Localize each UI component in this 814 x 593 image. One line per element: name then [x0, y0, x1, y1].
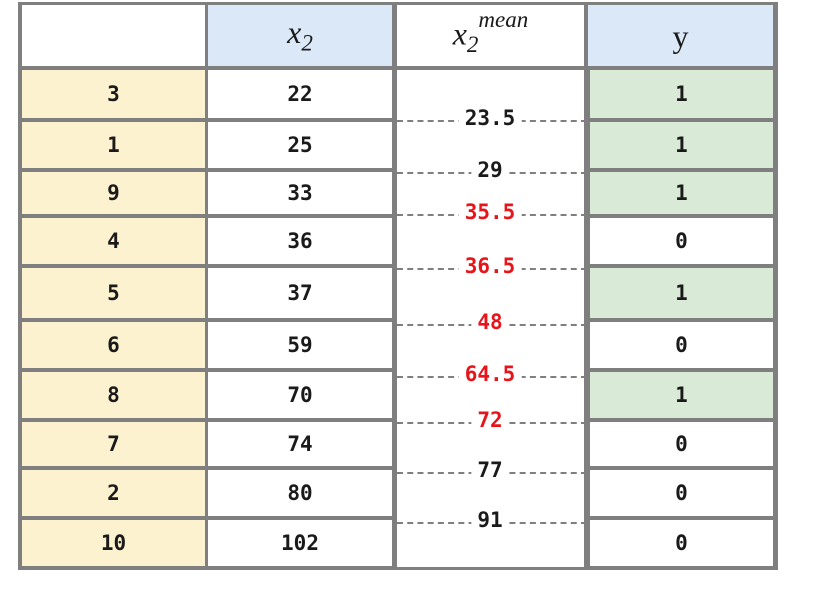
row-y-cell: 1: [590, 172, 773, 214]
mean-value-label: 36.5: [458, 254, 522, 278]
row-index-cell: 3: [22, 70, 205, 118]
row-index-cell: 1: [22, 122, 205, 168]
row-x2-cell: 70: [208, 372, 392, 418]
row-index-cell: 6: [22, 322, 205, 368]
row-y-cell: 1: [590, 122, 773, 168]
row-x2-cell: 37: [208, 268, 392, 318]
row-y-cell: 1: [590, 70, 773, 118]
row-x2-cell: 33: [208, 172, 392, 214]
mean-value-label: 29: [471, 158, 509, 182]
mean-value-label: 35.5: [458, 200, 522, 224]
row-x2-cell: 80: [208, 470, 392, 516]
row-x2-cell: 59: [208, 322, 392, 368]
mean-value-label: 48: [471, 310, 509, 334]
row-y-cell: 0: [590, 322, 773, 368]
row-y-cell: 0: [590, 470, 773, 516]
row-index-cell: 5: [22, 268, 205, 318]
row-index-cell: 9: [22, 172, 205, 214]
row-x2-cell: 74: [208, 422, 392, 466]
row-x2-cell: 22: [208, 70, 392, 118]
row-index-cell: 2: [22, 470, 205, 516]
row-index-cell: 8: [22, 372, 205, 418]
row-index-cell: 10: [22, 520, 205, 566]
row-index-cell: 7: [22, 422, 205, 466]
mean-value-label: 23.5: [458, 106, 522, 130]
row-index-cell: 4: [22, 218, 205, 264]
header-x2: x2: [208, 5, 392, 66]
mean-value-label: 91: [471, 508, 509, 532]
header-y: y: [588, 5, 773, 66]
row-x2-cell: 102: [208, 520, 392, 566]
mean-value-label: 72: [471, 408, 509, 432]
mean-value-label: 64.5: [458, 362, 522, 386]
row-x2-cell: 36: [208, 218, 392, 264]
header-x2-mean: x2mean: [397, 5, 584, 66]
row-y-cell: 1: [590, 372, 773, 418]
row-x2-cell: 25: [208, 122, 392, 168]
mean-value-label: 77: [471, 458, 509, 482]
row-y-cell: 0: [590, 218, 773, 264]
row-y-cell: 0: [590, 520, 773, 566]
row-y-cell: 0: [590, 422, 773, 466]
row-y-cell: 1: [590, 268, 773, 318]
header-corner-cell: [22, 5, 205, 66]
